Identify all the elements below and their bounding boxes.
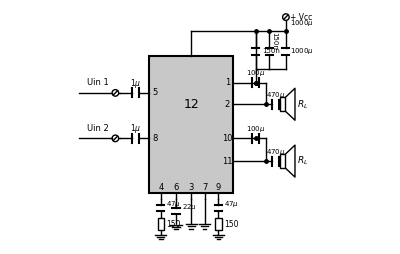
Text: 150: 150	[166, 220, 181, 229]
Text: 150n: 150n	[271, 32, 277, 50]
Text: + Vcc: + Vcc	[290, 13, 313, 22]
Text: 6: 6	[173, 183, 179, 192]
Text: $1000\mu$: $1000\mu$	[290, 46, 314, 56]
Text: $R_L$: $R_L$	[297, 155, 308, 167]
Text: $1\mu$: $1\mu$	[130, 77, 141, 90]
Bar	[280, 154, 285, 168]
Bar	[158, 218, 164, 230]
Text: 10: 10	[222, 134, 232, 143]
Text: $100\mu$: $100\mu$	[246, 124, 265, 134]
Text: 8: 8	[152, 134, 158, 143]
Text: 150: 150	[224, 220, 238, 229]
Bar	[280, 97, 285, 111]
Text: 5: 5	[152, 88, 158, 97]
Text: $22\mu$: $22\mu$	[182, 202, 197, 212]
Bar	[150, 56, 233, 193]
Text: $R_L$: $R_L$	[297, 98, 308, 110]
Text: $1000\mu$: $1000\mu$	[290, 19, 314, 28]
Text: 12: 12	[183, 98, 199, 111]
Text: $47\mu$: $47\mu$	[166, 199, 182, 209]
Bar	[215, 218, 222, 230]
Text: $1\mu$: $1\mu$	[130, 122, 141, 135]
Text: 7: 7	[202, 183, 207, 192]
Text: 3: 3	[188, 183, 194, 192]
Text: 1: 1	[225, 78, 230, 87]
Text: Uin 1: Uin 1	[87, 78, 108, 87]
Text: $470\mu$: $470\mu$	[266, 147, 286, 156]
Text: Uin 2: Uin 2	[87, 124, 108, 133]
Text: 150n: 150n	[262, 48, 280, 54]
Text: $470\mu$: $470\mu$	[266, 90, 286, 100]
Text: 2: 2	[225, 100, 230, 109]
Text: 4: 4	[158, 183, 164, 192]
Text: $47\mu$: $47\mu$	[224, 199, 239, 209]
Text: 11: 11	[222, 157, 232, 166]
Text: 9: 9	[216, 183, 221, 192]
Text: $100\mu$: $100\mu$	[246, 68, 265, 78]
